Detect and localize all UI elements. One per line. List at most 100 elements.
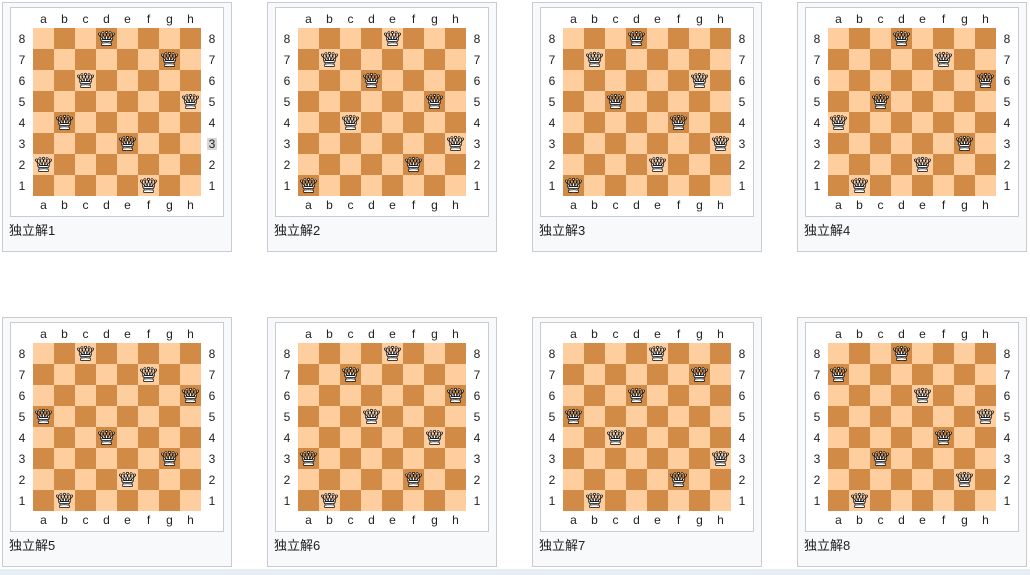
square-c2: [75, 469, 96, 490]
square-h5: [975, 406, 996, 427]
square-g3: [954, 448, 975, 469]
rank-label-text: 5: [283, 409, 291, 424]
square-e3: [647, 448, 668, 469]
rank-label: 5: [541, 406, 563, 427]
rank-label: 6: [201, 385, 223, 406]
rank-label-text: 6: [473, 73, 481, 88]
square-f1: [668, 175, 689, 196]
square-c8: [340, 28, 361, 49]
square-a7: [298, 364, 319, 385]
square-f7: [403, 364, 424, 385]
square-d1: [96, 490, 117, 511]
rank-label: 8: [11, 28, 33, 49]
square-c6: [340, 385, 361, 406]
white-queen-icon: [404, 470, 423, 489]
square-g1: [954, 175, 975, 196]
rank-label: 6: [996, 385, 1018, 406]
square-f2: [138, 154, 159, 175]
square-e8: [382, 28, 403, 49]
square-h4: [180, 112, 201, 133]
corner-cell: [996, 323, 1018, 343]
rank-label: 6: [731, 385, 753, 406]
square-g6: [424, 70, 445, 91]
square-h4: [975, 427, 996, 448]
rank-label: 2: [731, 154, 753, 175]
square-g5: [424, 91, 445, 112]
rank-label-text: 3: [1003, 451, 1011, 466]
square-g6: [689, 385, 710, 406]
rank-label: 5: [806, 91, 828, 112]
square-g8: [954, 343, 975, 364]
square-c3: [870, 133, 891, 154]
square-e7: [382, 49, 403, 70]
solutions-grid: a b c d e f g h 8 8 7 7 6 6 5 5 4 4 3 3 2 2 1 1 a b c d e f g h 独立解1 a b c d…: [2, 2, 1028, 567]
rank-label: 7: [731, 364, 753, 385]
square-h5: [180, 406, 201, 427]
solution-card: a b c d e f g h 8 8 7 7 6 6 5 5 4 4 3 3 2 2 1 1 a b c d e f g h 独立解2: [267, 2, 497, 252]
square-e4: [912, 427, 933, 448]
square-b1: [54, 490, 75, 511]
rank-label-text: 6: [208, 388, 216, 403]
file-label: e: [919, 12, 926, 26]
rank-label: 1: [276, 490, 298, 511]
square-g2: [689, 154, 710, 175]
file-label: d: [633, 12, 640, 26]
rank-label: 3: [11, 133, 33, 154]
square-c5: [870, 91, 891, 112]
file-label: b: [856, 12, 863, 26]
square-h6: [180, 385, 201, 406]
square-h2: [445, 154, 466, 175]
square-a3: [298, 133, 319, 154]
rank-label: 4: [996, 427, 1018, 448]
file-label: h: [982, 513, 989, 527]
rank-label-text: 1: [283, 178, 291, 193]
square-d1: [96, 175, 117, 196]
rank-label: 7: [806, 364, 828, 385]
white-queen-icon: [76, 344, 95, 363]
rank-label-text: 1: [1003, 493, 1011, 508]
square-g1: [424, 490, 445, 511]
white-queen-icon: [669, 470, 688, 489]
rank-label: 7: [996, 364, 1018, 385]
square-c4: [870, 427, 891, 448]
rank-label: 1: [541, 490, 563, 511]
square-c7: [605, 364, 626, 385]
rank-label: 3: [276, 133, 298, 154]
square-c4: [605, 427, 626, 448]
square-h8: [180, 343, 201, 364]
square-g4: [159, 427, 180, 448]
square-h2: [710, 469, 731, 490]
square-e6: [382, 70, 403, 91]
square-a6: [563, 70, 584, 91]
square-b3: [54, 133, 75, 154]
square-a7: [828, 364, 849, 385]
square-f2: [668, 469, 689, 490]
white-queen-icon: [669, 113, 688, 132]
rank-label: 4: [11, 112, 33, 133]
rank-label: 3: [201, 448, 223, 469]
file-label: f: [676, 198, 681, 212]
square-h6: [975, 70, 996, 91]
board-caption: 独立解4: [804, 223, 851, 238]
square-f8: [933, 343, 954, 364]
square-c2: [870, 469, 891, 490]
square-g4: [954, 112, 975, 133]
rank-label: 1: [996, 490, 1018, 511]
rank-label: 1: [201, 490, 223, 511]
square-h1: [710, 175, 731, 196]
square-d6: [891, 385, 912, 406]
square-c2: [605, 154, 626, 175]
rank-label-text: 6: [548, 388, 556, 403]
square-g2: [954, 154, 975, 175]
file-label: b: [326, 12, 333, 26]
square-f3: [138, 133, 159, 154]
rank-label: 2: [806, 469, 828, 490]
